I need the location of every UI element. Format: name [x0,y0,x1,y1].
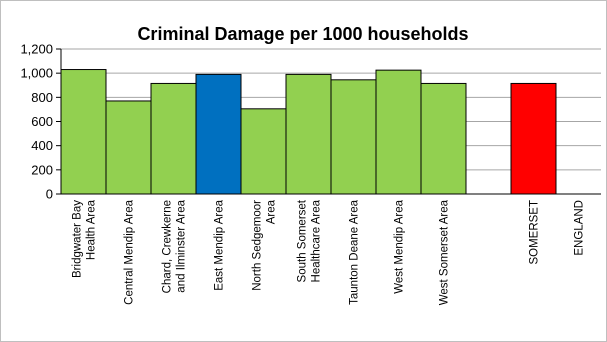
x-category-label: ENGLAND [574,200,586,256]
bar [510,82,557,195]
y-tick-label: 400 [31,138,53,153]
axes [56,48,601,195]
x-category-label-line: Central Mendip Area [124,199,136,304]
bar [330,79,377,195]
x-category-label-line: and Ilminster Area [176,199,188,292]
x-category-label: South Somerset Healthcare Area [297,199,323,282]
x-category-label-line: West Somerset Area [439,199,451,305]
bar [420,82,467,195]
bars [60,69,557,195]
x-category-label-line: Taunton Deane Area [349,199,361,304]
x-category-label-line: Bridgwater Bay [72,200,84,278]
y-tick-label: 200 [31,162,53,177]
x-category-label: East Mendip Area [214,199,226,290]
bar [195,73,242,195]
x-category-label: Taunton Deane Area [349,199,361,304]
x-category-label: West Mendip Area [394,199,406,293]
bar [60,69,107,195]
x-category-label-line: Health Area [86,199,98,260]
bar [285,73,332,195]
y-tick-label: 1,200 [20,42,53,57]
bar [150,82,197,195]
x-category-label-line: East Mendip Area [214,199,226,290]
bar [375,69,422,195]
x-category-label-line: Chard, Crewkerne [162,200,174,293]
y-tick-label: 0 [46,187,53,202]
bar [240,108,287,195]
x-category-label-line: North Sedgemoor [252,200,264,291]
y-tick-label: 800 [31,90,53,105]
x-category-label: SOMERSET [529,200,541,265]
x-category-label-line: Healthcare Area [311,199,323,282]
bar [105,100,152,195]
x-category-label: West Somerset Area [439,199,451,305]
y-tick-labels: 0 200 400 600 800 1,000 1,200 [20,42,53,202]
x-category-label-line: SOMERSET [529,200,541,265]
x-category-labels: Bridgwater Bay Health Area Central Mendip … [72,199,586,305]
x-category-label-line: Area [266,199,278,224]
chart-title: Criminal Damage per 1000 households [137,24,468,44]
y-tick-label: 1,000 [20,66,53,81]
x-category-label-line: South Somerset [297,199,309,282]
x-category-label: North Sedgemoor Area [252,199,278,290]
x-category-label: Chard, Crewkerne and Ilminster Area [162,199,188,293]
x-category-label: Central Mendip Area [124,199,136,304]
x-category-label-line: West Mendip Area [394,199,406,293]
x-category-label-line: ENGLAND [574,200,586,256]
y-tick-label: 600 [31,114,53,129]
x-category-label: Bridgwater Bay Health Area [72,199,98,278]
